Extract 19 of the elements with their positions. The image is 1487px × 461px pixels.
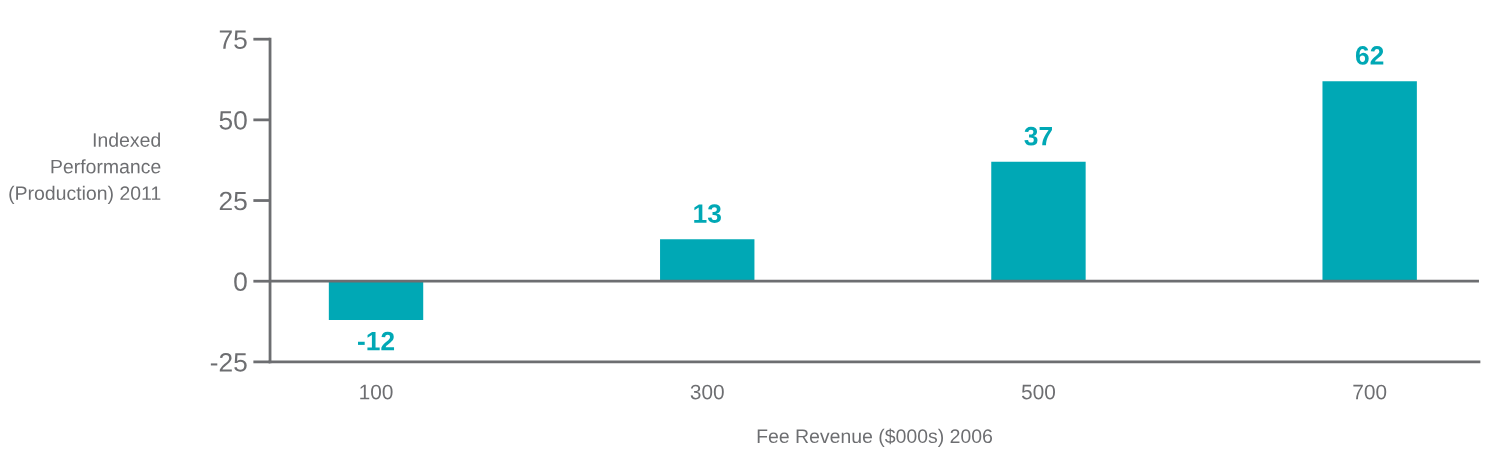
bar	[328, 281, 424, 320]
x-tick-label: 100	[360, 384, 393, 400]
y-tick-label: 50	[219, 110, 247, 130]
y-tick-label: -25	[210, 353, 247, 372]
x-tick-label: 500	[1021, 384, 1056, 400]
y-tick-label: 0	[234, 272, 247, 292]
data-label: 13	[694, 204, 721, 223]
x-tick-label: 700	[1353, 384, 1387, 400]
bar	[991, 161, 1086, 282]
y-tick-label: 75	[219, 30, 247, 50]
data-label: -12	[357, 331, 395, 351]
bar	[660, 239, 755, 282]
data-label: 62	[1355, 46, 1384, 65]
y-axis-title: Indexed Performance (Production) 2011	[9, 132, 161, 204]
data-label: 37	[1024, 126, 1052, 146]
x-tick-label: 300	[690, 384, 724, 400]
y-tick-label: 25	[219, 191, 247, 211]
bar	[1322, 81, 1417, 282]
x-axis-title: Fee Revenue ($000s) 2006	[757, 428, 993, 447]
